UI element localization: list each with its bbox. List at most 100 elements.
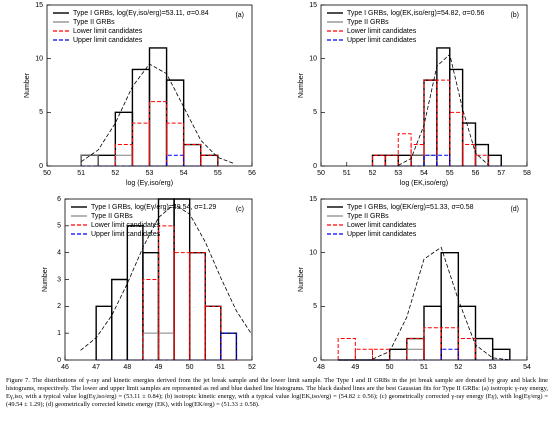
histogram-bin: [204, 305, 222, 360]
x-tick-label: 47: [92, 364, 100, 371]
histogram-bin: [406, 348, 425, 360]
histogram-bin: [97, 154, 117, 166]
x-tick-label: 46: [61, 364, 69, 371]
panel-label: (d): [510, 206, 519, 213]
x-axis-label: log (Eγ,iso/erg): [126, 180, 173, 187]
histogram-bin: [436, 47, 451, 166]
histogram-bin: [372, 154, 386, 166]
histogram-bin: [158, 225, 175, 360]
histogram-bin: [423, 305, 442, 360]
y-tick-label: 0: [313, 163, 317, 170]
panel-label: (a): [235, 12, 244, 19]
x-tick-label: 56: [248, 170, 256, 177]
y-axis-label: Number: [24, 72, 31, 98]
x-tick-label: 48: [123, 364, 131, 371]
histogram-bin: [220, 332, 237, 360]
y-tick-label: 3: [57, 276, 61, 283]
x-tick-label: 51: [217, 364, 225, 371]
caption: Figure 7. The distributions of γ-ray and…: [6, 377, 548, 409]
y-axis-label: Number: [298, 72, 305, 98]
x-tick-label: 54: [180, 170, 188, 177]
histogram-bin: [80, 154, 99, 166]
x-tick-label: 49: [155, 364, 163, 371]
x-tick-label: 50: [43, 170, 51, 177]
histogram-bin: [440, 327, 459, 360]
histogram-bin: [111, 278, 129, 360]
y-tick-label: 5: [313, 303, 317, 310]
x-tick-label: 50: [317, 170, 325, 177]
x-tick-label: 53: [394, 170, 402, 177]
x-tick-label: 53: [146, 170, 154, 177]
x-axis-label: log (EK,iso/erg): [400, 180, 448, 187]
x-tick-label: 53: [489, 364, 497, 371]
legend-label: Lower limit candidates: [73, 28, 143, 35]
histogram-bin: [410, 154, 425, 166]
histogram-bin: [114, 144, 133, 166]
legend-label: Type I GRBs, log(Eγ,iso/erg)=53.11, σ=0.…: [73, 10, 209, 17]
legend-label: Lower limit candidates: [91, 222, 161, 229]
histogram-bin: [371, 154, 387, 166]
x-tick-label: 54: [523, 364, 531, 371]
histogram-bin: [423, 154, 438, 166]
histogram-bin: [114, 111, 134, 166]
legend-label: Lower limit candidates: [347, 222, 417, 229]
y-tick-label: 10: [309, 250, 317, 257]
histogram-bin: [384, 154, 399, 166]
x-tick-label: 54: [420, 170, 428, 177]
histogram-bin: [204, 305, 222, 360]
legend-label: Type II GRBs: [347, 213, 389, 220]
y-tick-label: 15: [309, 2, 317, 9]
legend-label: Upper limit candidates: [347, 37, 417, 44]
histogram-bin: [131, 68, 151, 166]
histogram-bin: [148, 47, 168, 166]
histogram-bin: [173, 198, 191, 360]
legend-label: Type II GRBs: [73, 19, 115, 26]
x-tick-label: 51: [420, 364, 428, 371]
legend-label: Type I GRBs, log(EK/erg)=51.33, σ=0.58: [347, 204, 474, 211]
histogram-bin: [158, 332, 175, 360]
histogram-bin: [423, 154, 438, 166]
x-tick-label: 58: [523, 170, 531, 177]
y-tick-label: 5: [39, 109, 43, 116]
histogram-bin: [423, 327, 442, 360]
y-tick-label: 0: [57, 357, 61, 364]
plot-frame: [320, 198, 528, 361]
histogram-bin: [410, 144, 425, 166]
y-tick-label: 5: [57, 223, 61, 230]
histogram-bin: [188, 251, 206, 360]
histogram-bin: [449, 111, 464, 166]
y-tick-label: 0: [39, 163, 43, 170]
histogram-bin: [457, 338, 476, 360]
histogram-bin: [423, 79, 438, 166]
x-tick-label: 50: [186, 364, 194, 371]
histogram-bin: [131, 122, 150, 166]
x-tick-label: 57: [497, 170, 505, 177]
histogram-bin: [126, 225, 144, 360]
panel-label: (c): [236, 206, 244, 213]
legend-label: Type I GRBs, log(EK,iso/erg)=54.82, σ=0.…: [347, 10, 484, 17]
legend-label: Upper limit candidates: [91, 231, 161, 238]
histogram-bin: [474, 337, 494, 360]
histogram-bin: [354, 348, 373, 360]
legend-label: Type II GRBs: [347, 19, 389, 26]
histogram-bin: [436, 154, 451, 166]
y-tick-label: 4: [57, 250, 61, 257]
y-tick-label: 1: [57, 330, 61, 337]
x-tick-label: 52: [248, 364, 256, 371]
x-tick-label: 52: [369, 170, 377, 177]
x-tick-label: 48: [317, 364, 325, 371]
y-tick-label: 5: [313, 109, 317, 116]
y-tick-label: 2: [57, 303, 61, 310]
histogram-bin: [410, 154, 425, 166]
histogram-bin: [95, 305, 113, 360]
legend-label: Type II GRBs: [91, 213, 133, 220]
gaussian-fit: [372, 246, 510, 361]
histogram-bin: [397, 133, 412, 166]
gaussian-fit: [80, 203, 253, 351]
histogram-bin: [166, 122, 185, 166]
histogram-bin: [114, 154, 133, 166]
x-tick-label: 55: [214, 170, 222, 177]
x-tick-label: 50: [386, 364, 394, 371]
histogram-bin: [372, 348, 391, 360]
histogram-bin: [80, 154, 99, 166]
